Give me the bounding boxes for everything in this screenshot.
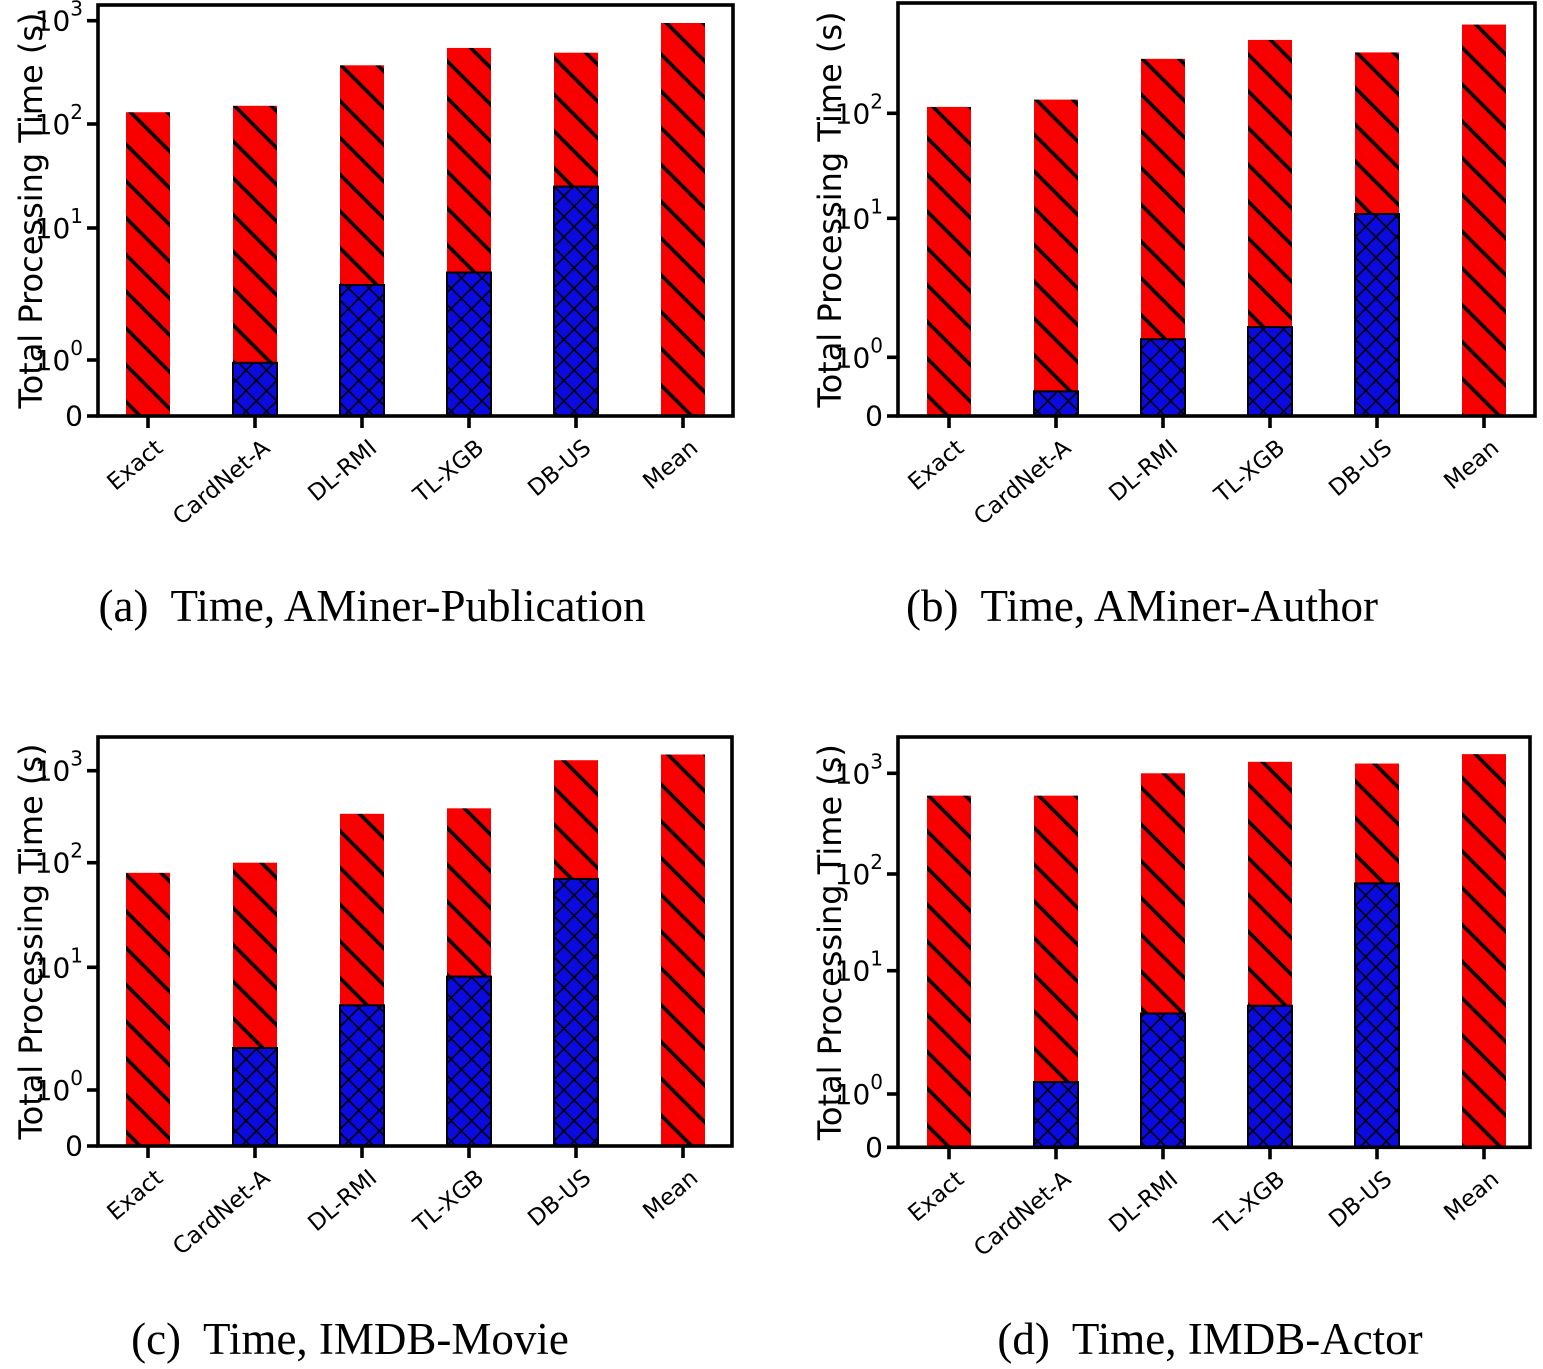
chart-a: 0 100 101 102 103 Exact CardNet-A DL-RMI TL-XGB D… <box>12 0 735 531</box>
y-tick-label: 101 <box>835 194 883 235</box>
x-tick-label-Mean: Mean <box>1439 435 1504 495</box>
bar-segment-red-CardNet-A <box>1034 99 1078 416</box>
y-tick-label: 0 <box>865 400 883 433</box>
y-axis-label: Total Processing Time (s) <box>12 12 50 409</box>
y-tick-label: 103 <box>35 747 83 788</box>
y-tick-label: 0 <box>865 1131 883 1164</box>
caption-a-label: (a) <box>98 581 149 631</box>
y-tick-label: 0 <box>65 1130 83 1163</box>
axis-frame <box>896 735 1532 1150</box>
caption-c-label: (c) <box>131 1314 182 1364</box>
x-tick-label-DB-US: DB-US <box>1324 435 1397 502</box>
x-tick-label-Exact: Exact <box>903 435 969 496</box>
x-tick-label-CardNet-A: CardNet-A <box>168 435 275 531</box>
x-tick-label-Mean: Mean <box>638 435 703 495</box>
y-tick-label: 102 <box>835 89 883 130</box>
bar-segment-red-Exact <box>126 872 170 1146</box>
x-tick-label-DL-RMI: DL-RMI <box>1104 435 1183 507</box>
bar-segment-blue-DB-US <box>553 185 599 417</box>
x-tick-label-DL-RMI: DL-RMI <box>1104 1166 1183 1238</box>
axis-frame <box>896 1 1537 418</box>
y-axis-label: Total Processing Time (s) <box>811 11 849 408</box>
bar-segment-blue-DB-US <box>1354 882 1400 1149</box>
x-tick-label-TL-XGB: TL-XGB <box>408 1165 489 1239</box>
x-tick-label-Exact: Exact <box>102 1165 168 1226</box>
bar-segment-blue-DL-RMI <box>339 283 385 417</box>
x-tick-label-DB-US: DB-US <box>1324 1166 1397 1233</box>
x-tick-label-TL-XGB: TL-XGB <box>408 435 489 509</box>
x-tick-label-DB-US: DB-US <box>523 435 596 502</box>
bar-segment-red-Mean <box>1462 754 1506 1148</box>
bar-segment-blue-CardNet-A <box>232 1046 278 1148</box>
x-tick-label-TL-XGB: TL-XGB <box>1209 1166 1290 1240</box>
y-tick-label: 100 <box>35 336 83 377</box>
y-tick-label: 101 <box>35 204 83 245</box>
x-tick-label-CardNet-A: CardNet-A <box>969 435 1076 531</box>
caption-a-text: Time, AMiner-Publication <box>170 581 646 631</box>
y-tick-label: 101 <box>835 947 883 988</box>
x-tick-label-CardNet-A: CardNet-A <box>168 1165 275 1261</box>
bar-segment-red-Exact <box>126 112 170 417</box>
x-tick-label-DL-RMI: DL-RMI <box>303 435 382 507</box>
bar-segment-blue-DL-RMI <box>339 1004 385 1147</box>
caption-d-label: (d) <box>997 1314 1050 1364</box>
caption-b-label: (b) <box>906 581 959 631</box>
y-tick-label: 102 <box>35 839 83 880</box>
bar-segment-blue-CardNet-A <box>1033 390 1079 418</box>
bar-segment-blue-DB-US <box>1354 212 1400 417</box>
chart-c: 0 100 101 102 103 Exact CardNet-A DL-RMI TL-XGB D… <box>12 735 734 1261</box>
x-tick-label-DB-US: DB-US <box>523 1165 596 1232</box>
caption-c-text: Time, IMDB-Movie <box>203 1314 569 1364</box>
caption-d-text: Time, IMDB-Actor <box>1071 1314 1423 1364</box>
bar-segment-blue-CardNet-A <box>232 361 278 417</box>
y-tick-label: 100 <box>35 1066 83 1107</box>
y-tick-label: 100 <box>835 333 883 374</box>
bar-segment-blue-TL-XGB <box>446 271 492 417</box>
bar-segment-red-Mean <box>661 754 705 1146</box>
y-axis-label: Total Processing Time (s) <box>12 743 50 1140</box>
y-tick-label: 102 <box>835 850 883 891</box>
bar-segment-blue-DL-RMI <box>1140 1012 1186 1149</box>
bar-segment-red-Mean <box>661 23 705 416</box>
x-tick-label-DL-RMI: DL-RMI <box>303 1165 382 1237</box>
caption-a: (a) Time, AMiner-Publication <box>40 580 704 632</box>
axis-frame <box>96 735 734 1148</box>
y-tick-label: 103 <box>835 749 883 790</box>
caption-d: (d) Time, IMDB-Actor <box>878 1313 1542 1365</box>
x-tick-label-Exact: Exact <box>903 1166 969 1227</box>
bar-segment-blue-TL-XGB <box>1247 1004 1293 1149</box>
caption-b-text: Time, AMiner-Author <box>980 581 1378 631</box>
y-tick-label: 100 <box>835 1070 883 1111</box>
bar-segment-blue-CardNet-A <box>1033 1081 1079 1149</box>
bar-segment-red-Exact <box>927 795 971 1148</box>
bar-segment-blue-DB-US <box>553 877 599 1147</box>
x-tick-label-TL-XGB: TL-XGB <box>1209 435 1290 509</box>
caption-b: (b) Time, AMiner-Author <box>810 580 1474 632</box>
y-axis-label: Total Processing Time (s) <box>811 744 849 1141</box>
y-tick-label: 0 <box>65 400 83 433</box>
y-tick-label: 103 <box>35 0 83 37</box>
x-tick-label-Mean: Mean <box>638 1165 703 1225</box>
bar-segment-red-Exact <box>927 106 971 416</box>
axis-frame <box>96 3 735 418</box>
y-tick-label: 102 <box>35 100 83 141</box>
x-tick-label-CardNet-A: CardNet-A <box>969 1166 1076 1262</box>
bar-segment-blue-TL-XGB <box>446 975 492 1147</box>
bar-segment-blue-DL-RMI <box>1140 338 1186 417</box>
bar-segment-blue-TL-XGB <box>1247 326 1293 417</box>
x-tick-label-Exact: Exact <box>102 435 168 496</box>
bar-segment-red-Mean <box>1462 24 1506 417</box>
chart-d: 0 100 101 102 103 Exact CardNet-A DL-RMI TL-XGB D… <box>811 735 1532 1262</box>
caption-c: (c) Time, IMDB-Movie <box>18 1313 682 1365</box>
y-tick-label: 101 <box>35 943 83 984</box>
x-tick-label-Mean: Mean <box>1439 1166 1504 1226</box>
chart-b: 0 100 101 102 Exact CardNet-A DL-RMI TL-XGB DB-U… <box>811 1 1537 531</box>
